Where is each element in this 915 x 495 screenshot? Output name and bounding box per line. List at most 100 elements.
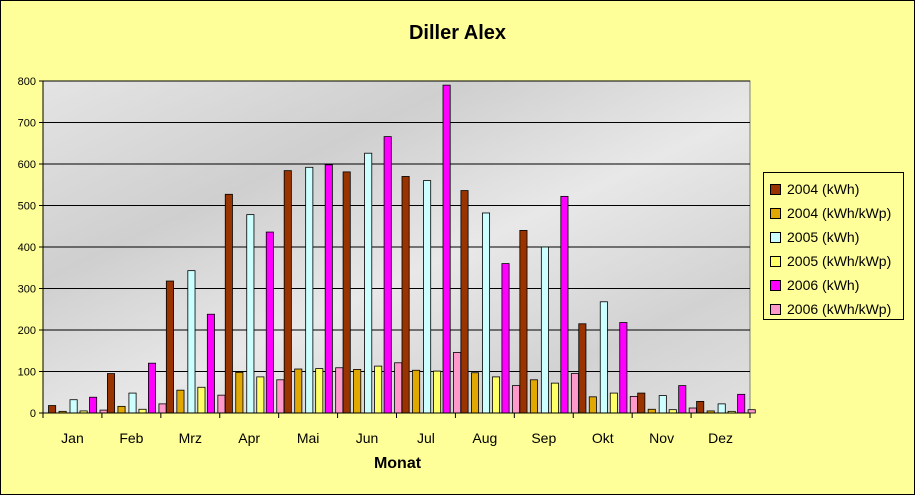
bar-aug-series-4 bbox=[492, 376, 501, 414]
bar-jun-series-1 bbox=[342, 171, 351, 414]
bar-jul-series-4 bbox=[433, 370, 442, 414]
x-tick-label: Okt bbox=[592, 430, 614, 446]
y-tick-label: 500 bbox=[18, 201, 36, 213]
bar-aug-series-1 bbox=[460, 190, 469, 414]
y-tick-label: 800 bbox=[18, 76, 36, 88]
bar-okt-series-4 bbox=[609, 392, 618, 414]
y-tick-label: 400 bbox=[18, 242, 36, 254]
legend-item: 2006 (kWh) bbox=[770, 273, 903, 297]
legend-item: 2005 (kWh/kWp) bbox=[770, 249, 903, 273]
legend-label: 2005 (kWh/kWp) bbox=[787, 253, 892, 269]
bar-nov-series-6 bbox=[688, 407, 697, 414]
legend-label: 2004 (kWh/kWp) bbox=[787, 205, 892, 221]
y-tick-label: 200 bbox=[18, 325, 36, 337]
bar-aug-series-3 bbox=[482, 212, 491, 414]
legend-swatch bbox=[770, 231, 781, 243]
x-tick-label: Mai bbox=[297, 430, 320, 446]
chart-legend: 2004 (kWh) 2004 (kWh/kWp) 2005 (kWh) 2005 (… bbox=[763, 172, 904, 320]
legend-item: 2004 (kWh/kWp) bbox=[770, 201, 903, 225]
bar-nov-series-5 bbox=[678, 385, 687, 414]
bar-jan-series-5 bbox=[89, 396, 98, 414]
bar-apr-series-1 bbox=[224, 193, 233, 414]
bar-okt-series-1 bbox=[578, 323, 587, 414]
bar-mai-series-6 bbox=[335, 367, 344, 414]
bar-mai-series-4 bbox=[315, 368, 324, 414]
bar-apr-series-6 bbox=[276, 379, 285, 414]
legend-swatch bbox=[770, 183, 781, 195]
chart-title: Diller Alex bbox=[408, 22, 507, 44]
bar-dez-series-3 bbox=[717, 403, 726, 414]
bar-feb-series-4 bbox=[138, 408, 147, 414]
bar-nov-series-2 bbox=[647, 408, 656, 414]
x-tick-label: Jun bbox=[356, 430, 379, 446]
bar-mrz-series-3 bbox=[187, 270, 196, 414]
bar-mrz-series-1 bbox=[165, 280, 174, 414]
bar-mrz-series-5 bbox=[206, 313, 215, 414]
bar-dez-series-6 bbox=[747, 409, 756, 414]
bar-apr-series-4 bbox=[256, 376, 265, 414]
legend-swatch bbox=[770, 303, 781, 315]
bar-sep-series-1 bbox=[519, 229, 528, 414]
bar-jul-series-2 bbox=[412, 369, 421, 414]
x-tick-label: Apr bbox=[238, 430, 260, 446]
bar-sep-series-3 bbox=[540, 246, 549, 414]
x-tick-label: Sep bbox=[531, 430, 556, 446]
bar-feb-series-2 bbox=[117, 405, 126, 414]
bar-sep-series-4 bbox=[550, 382, 559, 414]
x-tick-label: Nov bbox=[649, 430, 674, 446]
y-tick-label: 600 bbox=[18, 159, 36, 171]
bar-feb-series-1 bbox=[107, 373, 116, 414]
bar-okt-series-5 bbox=[619, 322, 628, 414]
bar-mrz-series-4 bbox=[197, 386, 206, 414]
x-tick-label: Feb bbox=[119, 430, 143, 446]
bar-sep-series-2 bbox=[529, 379, 538, 414]
bar-apr-series-5 bbox=[265, 231, 274, 414]
bar-nov-series-1 bbox=[637, 392, 646, 414]
bar-nov-series-3 bbox=[658, 395, 667, 414]
legend-swatch bbox=[770, 279, 781, 291]
bar-jun-series-3 bbox=[364, 152, 373, 414]
x-axis-title: Monat bbox=[373, 455, 422, 472]
bar-okt-series-3 bbox=[599, 301, 608, 414]
bar-jul-series-6 bbox=[453, 352, 462, 414]
bar-dez-series-5 bbox=[737, 393, 746, 414]
bar-sep-series-6 bbox=[570, 373, 579, 414]
bar-feb-series-5 bbox=[148, 362, 157, 414]
bar-dez-series-1 bbox=[696, 400, 705, 414]
bar-jun-series-5 bbox=[383, 136, 392, 414]
bar-apr-series-3 bbox=[246, 214, 255, 414]
legend-swatch bbox=[770, 255, 781, 267]
legend-label: 2006 (kWh) bbox=[787, 277, 860, 293]
legend-item: 2005 (kWh) bbox=[770, 225, 903, 249]
legend-label: 2004 (kWh) bbox=[787, 181, 860, 197]
bar-aug-series-2 bbox=[471, 372, 480, 414]
y-tick-label: 0 bbox=[30, 408, 36, 420]
bar-okt-series-2 bbox=[588, 396, 597, 414]
bar-jul-series-3 bbox=[423, 180, 432, 414]
x-tick-label: Dez bbox=[708, 430, 733, 446]
x-tick-label: Aug bbox=[472, 430, 497, 446]
bar-jan-series-3 bbox=[69, 399, 78, 414]
x-tick-label: Mrz bbox=[179, 430, 202, 446]
legend-swatch bbox=[770, 207, 781, 219]
x-tick-label: Jul bbox=[417, 430, 435, 446]
legend-item: 2004 (kWh) bbox=[770, 177, 903, 201]
bar-mai-series-2 bbox=[294, 368, 303, 414]
bar-jul-series-1 bbox=[401, 176, 410, 414]
x-tick-label: Jan bbox=[61, 430, 84, 446]
legend-item: 2006 (kWh/kWp) bbox=[770, 297, 903, 321]
bar-mrz-series-6 bbox=[217, 394, 226, 414]
bar-aug-series-5 bbox=[501, 263, 510, 414]
bar-jul-series-5 bbox=[442, 84, 451, 414]
bar-apr-series-2 bbox=[235, 371, 244, 414]
bar-jun-series-4 bbox=[374, 365, 383, 414]
bar-okt-series-6 bbox=[629, 395, 638, 414]
bar-mai-series-1 bbox=[283, 170, 292, 414]
legend-label: 2006 (kWh/kWp) bbox=[787, 301, 892, 317]
bar-mrz-series-2 bbox=[176, 389, 185, 414]
bar-jun-series-2 bbox=[353, 369, 362, 414]
bar-sep-series-5 bbox=[560, 195, 569, 414]
y-tick-label: 100 bbox=[18, 367, 36, 379]
bar-jun-series-6 bbox=[394, 362, 403, 414]
